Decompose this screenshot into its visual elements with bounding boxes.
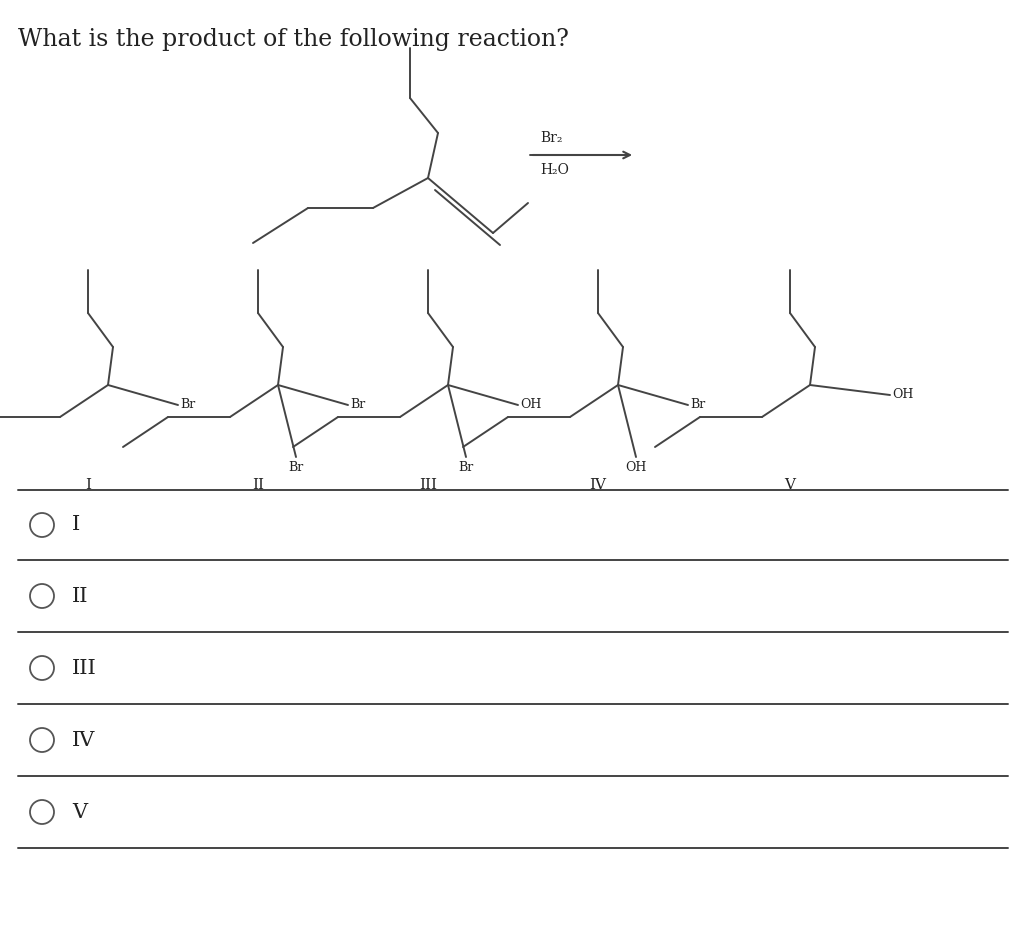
- Text: H₂O: H₂O: [540, 163, 569, 177]
- Text: Br: Br: [690, 399, 706, 412]
- Text: IV: IV: [72, 730, 95, 749]
- Text: II: II: [252, 478, 264, 492]
- Text: OH: OH: [520, 399, 542, 412]
- Text: V: V: [784, 478, 796, 492]
- Text: Br: Br: [289, 461, 304, 474]
- Text: IV: IV: [590, 478, 606, 492]
- Text: II: II: [72, 587, 88, 605]
- Text: III: III: [72, 658, 96, 677]
- Text: OH: OH: [626, 461, 647, 474]
- Text: I: I: [72, 516, 80, 534]
- Text: V: V: [72, 802, 87, 822]
- Text: Br: Br: [459, 461, 474, 474]
- Text: Br: Br: [180, 399, 196, 412]
- Text: III: III: [419, 478, 437, 492]
- Text: OH: OH: [892, 389, 913, 402]
- Text: Br₂: Br₂: [540, 131, 562, 145]
- Text: I: I: [85, 478, 91, 492]
- Text: Br: Br: [350, 399, 366, 412]
- Text: What is the product of the following reaction?: What is the product of the following rea…: [18, 28, 569, 51]
